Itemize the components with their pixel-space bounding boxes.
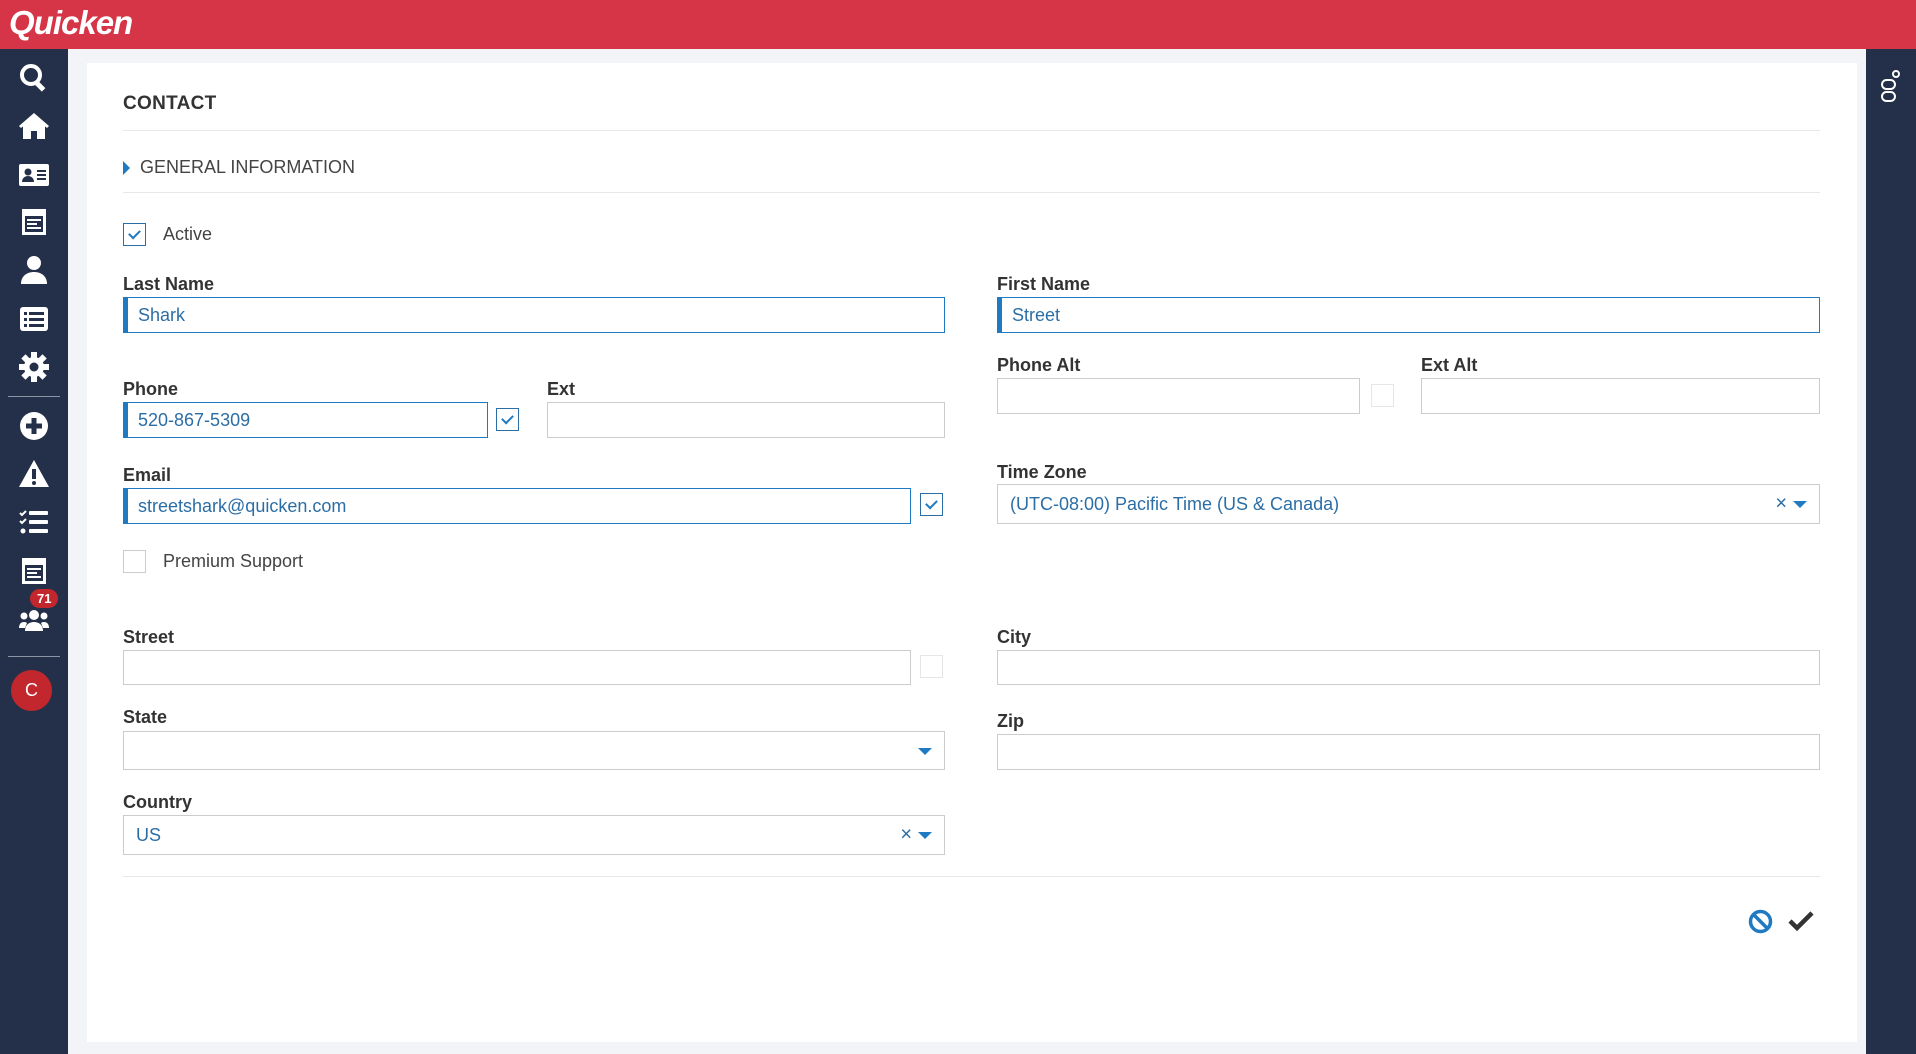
phone-label: Phone bbox=[123, 379, 179, 399]
search-icon[interactable] bbox=[14, 60, 54, 96]
city-input[interactable] bbox=[997, 650, 1820, 685]
calendar-list-icon[interactable] bbox=[14, 204, 54, 240]
sidebar: 71 bbox=[0, 49, 68, 1054]
street-input[interactable] bbox=[123, 650, 911, 685]
country-value: US bbox=[136, 824, 162, 845]
warning-icon[interactable] bbox=[14, 456, 54, 492]
home-icon[interactable] bbox=[14, 108, 54, 144]
city-label: City bbox=[997, 627, 1032, 647]
ext-input[interactable] bbox=[547, 402, 945, 438]
premium-support-label: Premium Support bbox=[163, 551, 304, 571]
user-icon[interactable] bbox=[14, 252, 54, 288]
zip-input[interactable] bbox=[997, 734, 1820, 770]
checklist-icon[interactable] bbox=[14, 505, 54, 541]
premium-support-checkbox[interactable] bbox=[123, 550, 146, 573]
section-label: GENERAL INFORMATION bbox=[140, 157, 356, 177]
first-name-label: First Name bbox=[997, 274, 1091, 294]
country-label: Country bbox=[123, 792, 192, 812]
email-input[interactable]: streetshark@quicken.com bbox=[123, 488, 911, 524]
phone-input[interactable]: 520-867-5309 bbox=[123, 402, 488, 438]
phone-alt-checkbox[interactable] bbox=[1371, 384, 1394, 407]
cancel-icon[interactable] bbox=[1748, 909, 1773, 934]
active-checkbox[interactable] bbox=[123, 223, 146, 246]
zip-label: Zip bbox=[997, 711, 1024, 731]
phone-checkbox[interactable] bbox=[496, 408, 519, 431]
country-select[interactable]: US × bbox=[123, 815, 945, 855]
street-label: Street bbox=[123, 627, 175, 647]
sidebar-divider bbox=[8, 656, 60, 657]
phone-alt-input[interactable] bbox=[997, 378, 1360, 414]
chat-bubbles-icon[interactable] bbox=[1880, 69, 1902, 103]
sidebar-divider bbox=[8, 396, 60, 397]
gear-icon[interactable] bbox=[14, 349, 54, 385]
time-zone-select[interactable]: (UTC-08:00) Pacific Time (US & Canada) × bbox=[997, 484, 1820, 524]
list-icon[interactable] bbox=[14, 301, 54, 337]
time-zone-label: Time Zone bbox=[997, 462, 1087, 482]
email-label: Email bbox=[123, 465, 172, 485]
contact-card-icon[interactable] bbox=[14, 157, 54, 193]
ext-label: Ext bbox=[547, 379, 576, 399]
first-name-input[interactable]: Street bbox=[997, 297, 1820, 333]
last-name-label: Last Name bbox=[123, 274, 215, 294]
top-bar: Quicken bbox=[0, 0, 1916, 49]
notification-badge: 71 bbox=[30, 589, 59, 608]
divider bbox=[123, 192, 1820, 193]
users-icon[interactable] bbox=[14, 602, 54, 638]
avatar[interactable]: C bbox=[11, 670, 52, 711]
chevron-down-icon[interactable] bbox=[918, 747, 932, 755]
state-label: State bbox=[123, 707, 168, 727]
expand-triangle-icon bbox=[123, 160, 130, 175]
ext-alt-label: Ext Alt bbox=[1421, 355, 1478, 375]
time-zone-value: (UTC-08:00) Pacific Time (US & Canada) bbox=[1010, 493, 1340, 514]
ext-alt-input[interactable] bbox=[1421, 378, 1820, 414]
save-check-icon[interactable] bbox=[1788, 910, 1814, 932]
general-information-toggle[interactable]: GENERAL INFORMATION bbox=[123, 157, 355, 178]
last-name-input[interactable]: Shark bbox=[123, 297, 945, 333]
plus-circle-icon[interactable] bbox=[14, 408, 54, 444]
contact-form-card bbox=[87, 63, 1857, 1042]
active-label: Active bbox=[163, 224, 213, 244]
phone-alt-label: Phone Alt bbox=[997, 355, 1081, 375]
page-title: CONTACT bbox=[123, 93, 217, 114]
quicken-logo: Quicken bbox=[9, 4, 133, 41]
divider bbox=[123, 130, 1820, 131]
clear-icon[interactable]: × bbox=[900, 823, 912, 846]
clear-icon[interactable]: × bbox=[1775, 492, 1787, 515]
street-checkbox[interactable] bbox=[920, 655, 943, 678]
chevron-down-icon[interactable] bbox=[918, 832, 932, 839]
chevron-down-icon[interactable] bbox=[1793, 501, 1807, 508]
email-checkbox[interactable] bbox=[920, 493, 943, 516]
divider bbox=[123, 876, 1820, 877]
right-panel bbox=[1866, 49, 1916, 1054]
tasks-icon[interactable] bbox=[14, 553, 54, 589]
state-select[interactable] bbox=[123, 731, 945, 770]
